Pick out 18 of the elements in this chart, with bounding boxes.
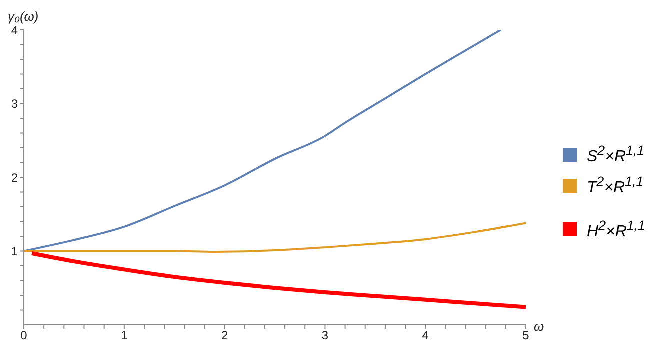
y-axis-title: γ₀(ω) bbox=[8, 9, 39, 24]
line-series bbox=[30, 251, 526, 310]
legend-label: S$^{2}$×R$^{1,1}$ bbox=[587, 143, 645, 166]
x-tick-label: 0 bbox=[20, 328, 28, 343]
x-axis-title: ω bbox=[534, 319, 544, 334]
legend-label: T$^{2}$×R$^{1,1}$ bbox=[587, 174, 644, 198]
x-tick-label: 1 bbox=[121, 328, 128, 343]
y-tick-label: 2 bbox=[11, 170, 18, 185]
y-tick-label: 3 bbox=[11, 97, 18, 112]
x-tick-label: 5 bbox=[522, 328, 530, 343]
x-tick-label: 4 bbox=[422, 328, 430, 343]
line-series bbox=[24, 222, 526, 253]
y-tick-label: 1 bbox=[11, 244, 18, 259]
line-series bbox=[24, 30, 502, 252]
x-tick-label: 2 bbox=[221, 328, 228, 343]
x-tick-label: 3 bbox=[322, 328, 329, 343]
y-tick-label: 4 bbox=[11, 23, 18, 38]
legend-label: H$^{2}$×R$^{1,1}$ bbox=[587, 218, 646, 241]
